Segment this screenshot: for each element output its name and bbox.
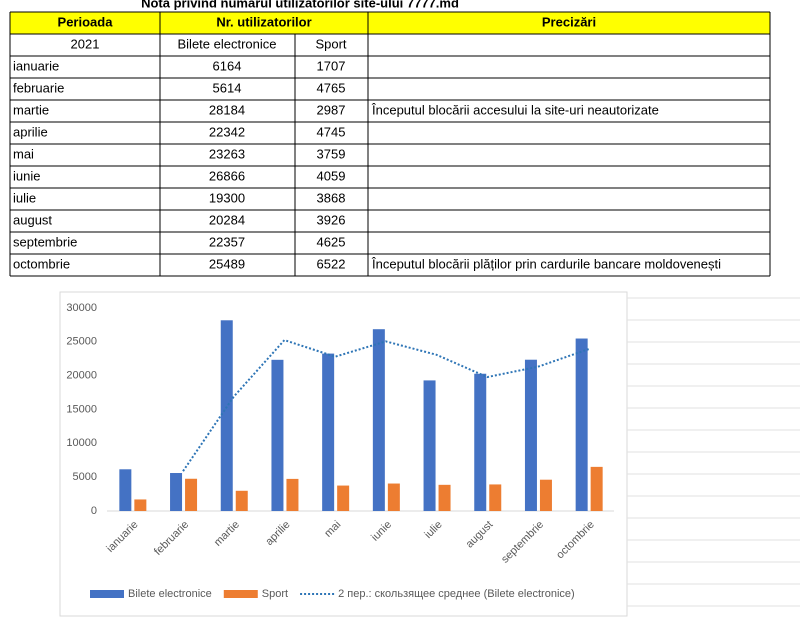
period-cell: martie (13, 102, 49, 117)
bar (524, 359, 537, 511)
tickets-cell: 25489 (209, 256, 245, 271)
y-tick-label: 0 (91, 505, 97, 517)
period-cell: aprilie (13, 124, 48, 139)
legend-label: Bilete electronice (128, 588, 212, 600)
bar (134, 499, 147, 511)
legend-label: 2 пер.: скользящее среднее (Bilete elect… (338, 588, 575, 600)
header-fill (10, 12, 770, 34)
tickets-cell: 23263 (209, 146, 245, 161)
bar (575, 338, 588, 511)
header-cell: Perioada (58, 14, 114, 29)
sport-cell: 4765 (317, 80, 346, 95)
legend-swatch (90, 590, 124, 598)
bar (170, 473, 183, 511)
y-tick-label: 10000 (66, 437, 97, 449)
bar (372, 329, 385, 511)
tickets-cell: 5614 (213, 80, 242, 95)
chart-frame (59, 291, 628, 617)
sport-cell: 4625 (317, 234, 346, 249)
table-title: Nota privind numărul utilizatorilor site… (141, 0, 459, 10)
sport-cell: 4059 (317, 168, 346, 183)
bar (235, 490, 248, 511)
tickets-cell: 22342 (209, 124, 245, 139)
tickets-cell: 6164 (213, 58, 242, 73)
tickets-cell: 22357 (209, 234, 245, 249)
subheader-cell: 2021 (71, 36, 100, 51)
note-cell: Începutul blocării accesului la site-uri… (371, 102, 659, 117)
bar (539, 479, 552, 511)
period-cell: ianuarie (13, 58, 59, 73)
bar (322, 353, 335, 511)
bar (220, 320, 233, 511)
legend-swatch (223, 590, 258, 598)
trend-line (182, 338, 589, 472)
bar (286, 478, 299, 511)
subheader-cell: Sport (315, 36, 346, 51)
period-cell: iunie (13, 168, 40, 183)
y-tick-label: 15000 (66, 403, 97, 415)
y-tick-label: 30000 (66, 302, 97, 314)
bar (423, 380, 436, 511)
tickets-cell: 20284 (209, 212, 245, 227)
header-cell: Precizări (542, 14, 596, 29)
sport-cell: 3868 (317, 190, 346, 205)
bar (590, 466, 603, 511)
note-cell: Începutul blocării plăților prin carduri… (371, 256, 721, 271)
period-cell: septembrie (13, 234, 77, 249)
sport-cell: 4745 (317, 124, 346, 139)
bar (438, 484, 451, 511)
period-cell: februarie (13, 80, 64, 95)
y-tick-label: 20000 (66, 370, 97, 382)
sport-cell: 6522 (317, 256, 346, 271)
bar (387, 483, 400, 511)
bar (185, 478, 198, 511)
bar (119, 469, 132, 511)
period-cell: octombrie (13, 256, 70, 271)
tickets-cell: 19300 (209, 190, 245, 205)
y-tick-label: 5000 (73, 471, 97, 483)
header-cell: Nr. utilizatorilor (216, 14, 311, 29)
bar (337, 485, 350, 511)
period-cell: august (13, 212, 52, 227)
period-cell: iulie (13, 190, 36, 205)
bar (474, 373, 487, 511)
legend-label: Sport (262, 588, 288, 600)
sport-cell: 1707 (317, 58, 346, 73)
tickets-cell: 28184 (209, 102, 245, 117)
subheader-cell: Bilete electronice (178, 36, 277, 51)
sport-cell: 3926 (317, 212, 346, 227)
period-cell: mai (13, 146, 34, 161)
y-tick-label: 25000 (66, 336, 97, 348)
bar (489, 484, 502, 511)
sport-cell: 2987 (317, 102, 346, 117)
bar (271, 359, 284, 511)
sport-cell: 3759 (317, 146, 346, 161)
tickets-cell: 26866 (209, 168, 245, 183)
